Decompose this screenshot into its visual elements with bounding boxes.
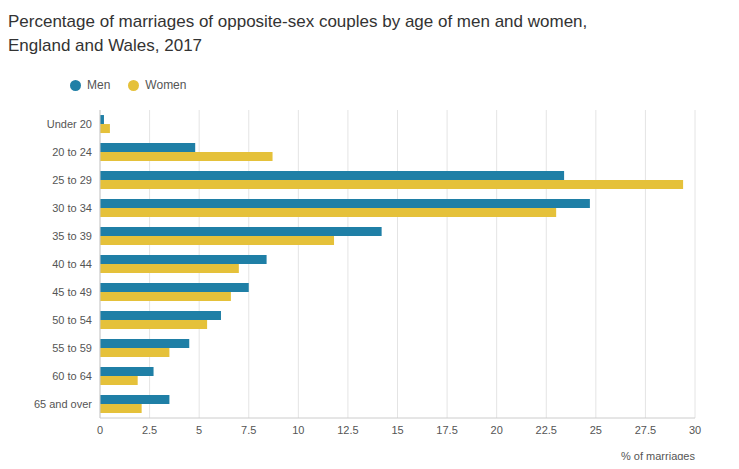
- svg-text:27.5: 27.5: [635, 424, 656, 436]
- svg-text:0: 0: [97, 424, 103, 436]
- svg-text:20 to 24: 20 to 24: [52, 146, 92, 158]
- svg-text:2.5: 2.5: [142, 424, 157, 436]
- svg-text:35 to 39: 35 to 39: [52, 230, 92, 242]
- svg-text:30: 30: [689, 424, 701, 436]
- svg-text:50 to 54: 50 to 54: [52, 314, 92, 326]
- svg-text:25 to 29: 25 to 29: [52, 174, 92, 186]
- svg-text:22.5: 22.5: [536, 424, 557, 436]
- svg-text:5: 5: [196, 424, 202, 436]
- svg-text:25: 25: [590, 424, 602, 436]
- html-text:Women: Women: [145, 78, 187, 92]
- svg-text:20: 20: [491, 424, 503, 436]
- svg-text:12.5: 12.5: [337, 424, 358, 436]
- svg-text:30 to 34: 30 to 34: [52, 202, 92, 214]
- svg-text:10: 10: [292, 424, 304, 436]
- svg-text:Under 20: Under 20: [47, 118, 92, 130]
- svg-text:40 to 44: 40 to 44: [52, 258, 92, 270]
- html-text:Percentage of marriages of opp: Percentage of marriages of opposite-sex …: [8, 12, 588, 55]
- svg-text:65 and over: 65 and over: [34, 398, 92, 410]
- svg-text:% of marriages: % of marriages: [621, 450, 695, 460]
- svg-text:60 to 64: 60 to 64: [52, 370, 92, 382]
- svg-text:17.5: 17.5: [436, 424, 457, 436]
- svg-text:7.5: 7.5: [241, 424, 256, 436]
- html-text:Men: Men: [87, 78, 111, 92]
- svg-text:55 to 59: 55 to 59: [52, 342, 92, 354]
- svg-text:45 to 49: 45 to 49: [52, 286, 92, 298]
- svg-text:15: 15: [391, 424, 403, 436]
